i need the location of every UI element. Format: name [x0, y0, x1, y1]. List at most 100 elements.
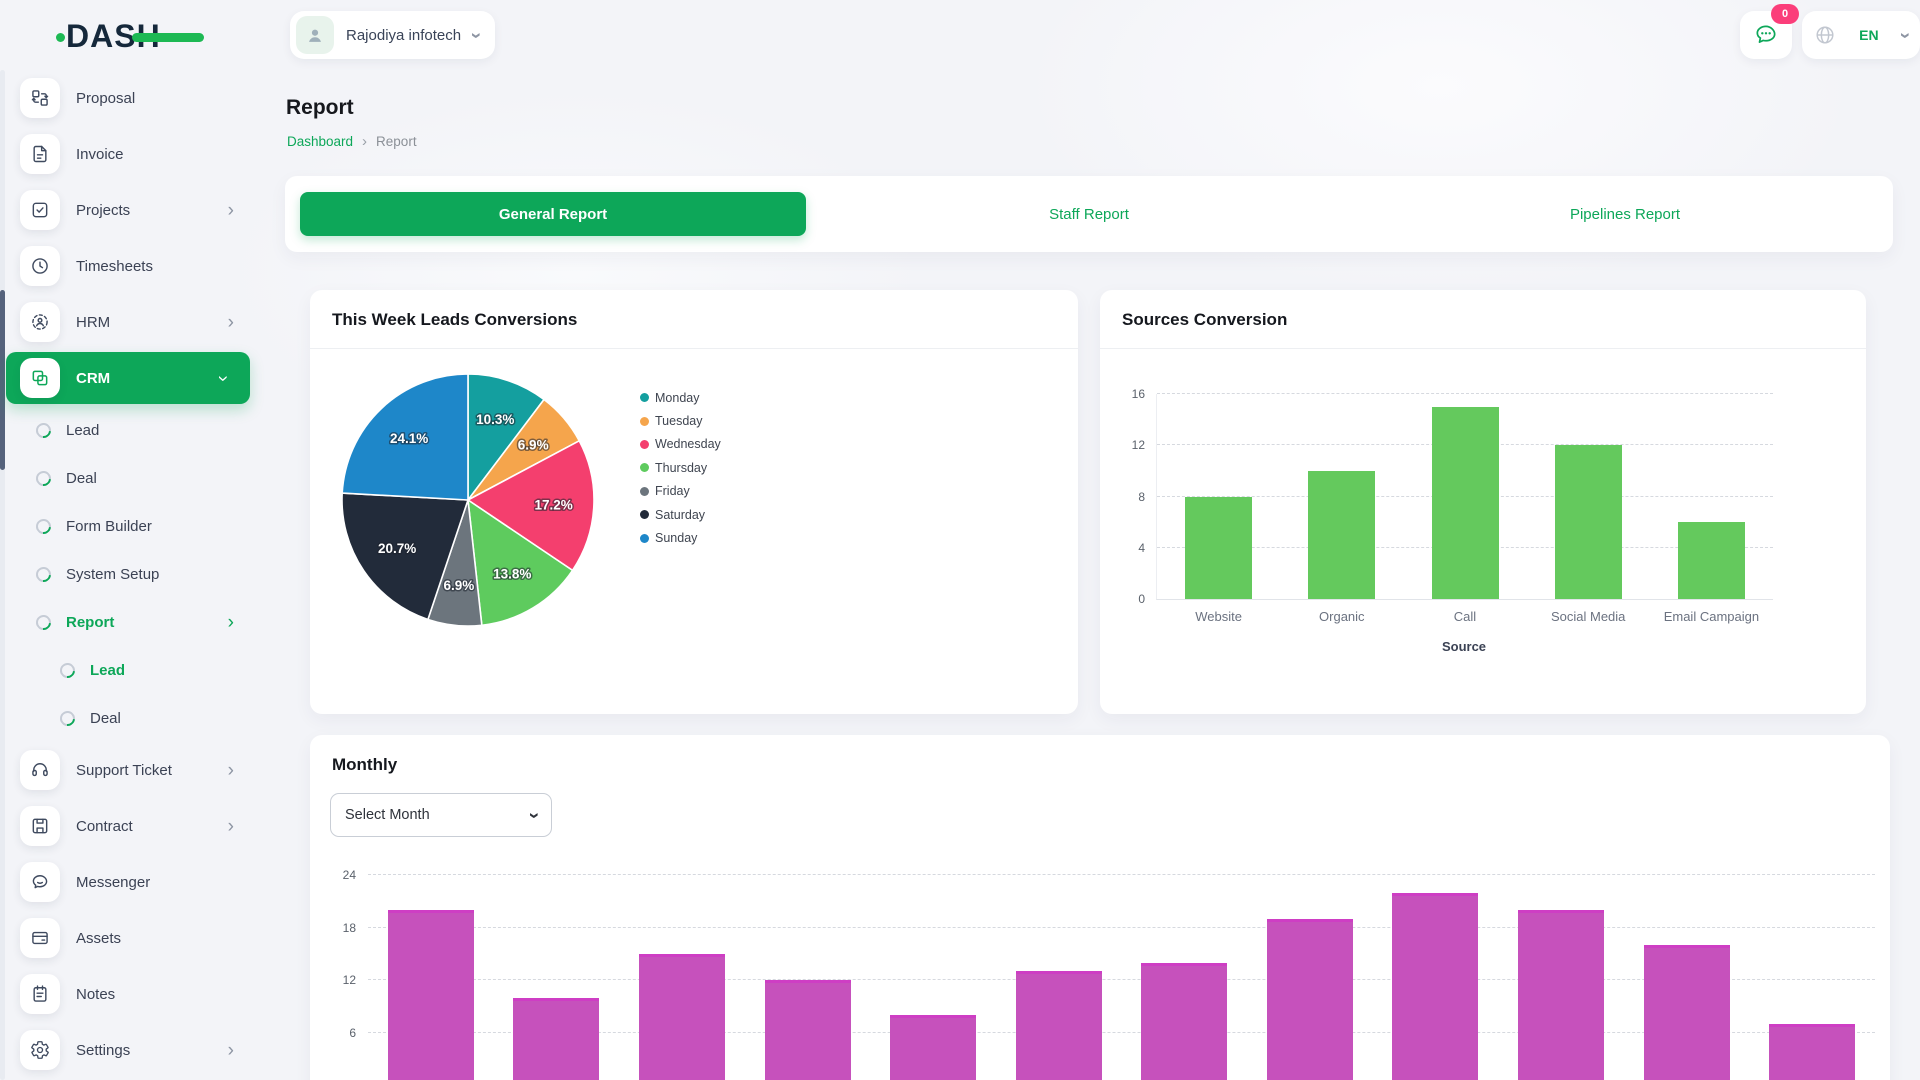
legend-item-friday[interactable]: Friday — [640, 480, 721, 503]
sidebar-item-label: Deal — [66, 469, 97, 487]
gear-icon — [20, 1030, 60, 1070]
pie-slice-sunday[interactable] — [341, 373, 469, 501]
tab-pipelines-report-button[interactable]: Pipelines Report — [1569, 205, 1681, 223]
legend-item-wednesday[interactable]: Wednesday — [640, 433, 721, 456]
bar[interactable] — [764, 980, 851, 1080]
sidebar-item-proposal[interactable]: Proposal — [0, 70, 258, 126]
logo-dot-icon — [56, 33, 65, 42]
bar[interactable] — [1769, 1023, 1856, 1080]
sidebar-item-crm-deal[interactable]: Deal — [0, 454, 258, 502]
sidebar-item-crm[interactable]: CRM › — [6, 352, 250, 404]
sidebar-item-report-deal[interactable]: Deal — [0, 694, 258, 742]
legend-item-thursday[interactable]: Thursday — [640, 456, 721, 479]
sidebar-item-timesheets[interactable]: Timesheets — [0, 238, 258, 294]
chevron-right-icon: › — [227, 759, 234, 781]
gridline — [1157, 393, 1773, 394]
bar[interactable] — [1431, 406, 1499, 599]
sidebar-item-label: Support Ticket — [76, 761, 172, 779]
legend-item-tuesday[interactable]: Tuesday — [640, 409, 721, 432]
sidebar-item-settings[interactable]: Settings › — [0, 1022, 258, 1078]
breadcrumb-dashboard-link[interactable]: Dashboard — [287, 134, 354, 149]
sidebar-item-report-lead[interactable]: Lead — [0, 646, 258, 694]
pie-slice-label: 6.9% — [444, 578, 475, 593]
sidebar-item-messenger[interactable]: Messenger — [0, 854, 258, 910]
y-tick-label: 12 — [342, 973, 356, 987]
bar[interactable] — [1308, 470, 1376, 599]
legend-item-sunday[interactable]: Sunday — [640, 526, 721, 549]
tab-staff-report-button[interactable]: Staff Report — [1049, 205, 1129, 223]
sidebar-scrollbar[interactable] — [0, 290, 5, 470]
bar[interactable] — [513, 997, 600, 1080]
sidebar-item-form-builder[interactable]: Form Builder — [0, 502, 258, 550]
tab-general-report-button[interactable]: General Report — [300, 192, 806, 236]
globe-icon — [1816, 26, 1834, 44]
bar[interactable] — [1141, 962, 1228, 1080]
legend-item-monday[interactable]: Monday — [640, 386, 721, 409]
language-code: EN — [1859, 27, 1879, 43]
chevron-down-icon: › — [523, 811, 545, 819]
sidebar-item-contract[interactable]: Contract › — [0, 798, 258, 854]
y-tick-label: 0 — [1138, 592, 1145, 606]
sidebar-item-label: Messenger — [76, 873, 151, 891]
bar[interactable] — [1554, 445, 1622, 599]
y-tick-label: 24 — [342, 868, 356, 882]
tab-pipelines-report[interactable]: Pipelines Report — [1357, 176, 1893, 252]
circle-bullet-icon — [32, 515, 55, 537]
pie-slice-monday[interactable] — [467, 373, 546, 503]
y-tick-label: 8 — [1138, 489, 1145, 504]
pie-slice-saturday[interactable] — [341, 492, 470, 621]
legend-dot — [640, 510, 649, 520]
dash-logo[interactable]: DASH — [56, 14, 216, 58]
bar[interactable] — [1266, 918, 1353, 1080]
card-title: Sources Conversion — [1122, 310, 1288, 329]
y-tick-label: 12 — [1131, 438, 1145, 453]
workspace-switcher[interactable]: Rajodiya infotech › — [290, 11, 496, 59]
sidebar-item-report[interactable]: Report › — [0, 598, 258, 646]
person-icon — [309, 29, 321, 42]
legend-item-saturday[interactable]: Saturday — [640, 503, 721, 526]
select-month-dropdown[interactable]: Select Month › — [330, 793, 552, 837]
projects-icon — [20, 190, 60, 230]
pie-slice-thursday[interactable] — [467, 498, 574, 627]
chevron-separator-icon: › — [362, 133, 368, 150]
pie-slice-label: 6.9% — [518, 437, 549, 452]
sidebar: Proposal Invoice Projects › — [0, 70, 258, 1080]
bar[interactable] — [1185, 496, 1253, 599]
bar[interactable] — [638, 953, 725, 1080]
headphones-icon — [20, 750, 60, 790]
x-axis-label: Source — [1441, 639, 1487, 654]
x-tick-label: Call — [1453, 609, 1477, 624]
circle-bullet-icon — [32, 419, 55, 441]
messenger-icon — [20, 862, 60, 902]
invoice-icon — [20, 134, 60, 174]
circle-bullet-icon — [56, 707, 79, 729]
bar[interactable] — [387, 910, 474, 1080]
pie-slice-wednesday[interactable] — [466, 439, 595, 572]
circle-bullet-icon — [32, 563, 55, 585]
tab-general-report[interactable]: General Report — [285, 176, 821, 252]
tab-staff-report[interactable]: Staff Report — [821, 176, 1357, 252]
crm-icon — [20, 358, 60, 398]
leads-conversions-card: This Week Leads Conversions 10.3% 6.9% 17.… — [310, 290, 1078, 714]
sidebar-item-crm-lead[interactable]: Lead — [0, 406, 258, 454]
circle-bullet-icon — [32, 611, 55, 633]
bar[interactable] — [1518, 910, 1605, 1080]
bar[interactable] — [1677, 522, 1745, 599]
sidebar-item-label: Timesheets — [76, 257, 153, 275]
sidebar-item-support-ticket[interactable]: Support Ticket › — [0, 742, 258, 798]
bar[interactable] — [890, 1015, 977, 1080]
messenger-button[interactable]: 0 — [1740, 4, 1799, 59]
bar[interactable] — [1015, 971, 1102, 1080]
chevron-right-icon: › — [227, 311, 234, 333]
sidebar-item-hrm[interactable]: HRM › — [0, 294, 258, 350]
bar[interactable] — [1643, 945, 1730, 1080]
sidebar-item-assets[interactable]: Assets — [0, 910, 258, 966]
bar[interactable] — [1392, 892, 1479, 1080]
sidebar-item-projects[interactable]: Projects › — [0, 182, 258, 238]
sidebar-item-system-setup[interactable]: System Setup — [0, 550, 258, 598]
sidebar-item-invoice[interactable]: Invoice — [0, 126, 258, 182]
language-selector[interactable]: EN › — [1802, 11, 1920, 59]
chevron-down-icon: › — [465, 31, 487, 39]
sidebar-item-notes[interactable]: Notes — [0, 966, 258, 1022]
sidebar-item-label: Projects — [76, 201, 131, 219]
